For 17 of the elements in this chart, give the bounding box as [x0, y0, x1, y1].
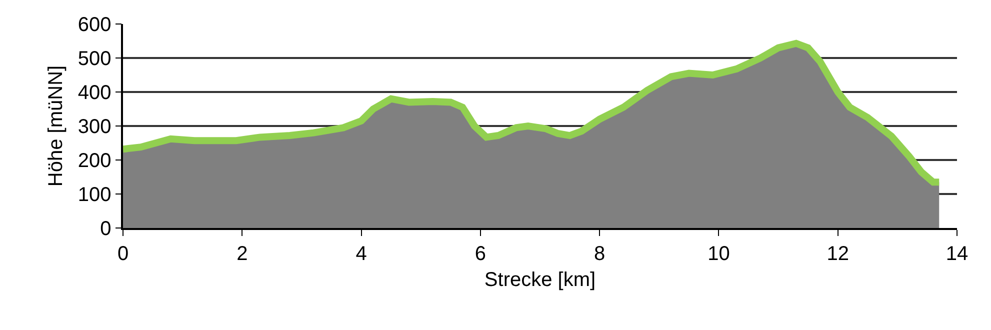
x-tick-label: 6: [474, 242, 486, 265]
x-tick-label: 12: [826, 242, 849, 265]
x-tick-label: 8: [594, 242, 606, 265]
y-tick-label: 400: [78, 82, 112, 104]
x-tick-label: 14: [946, 242, 968, 265]
y-tick-label: 600: [78, 14, 112, 36]
y-tick-label: 100: [78, 184, 112, 206]
y-tick-label: 200: [78, 150, 112, 172]
x-tick-label: 10: [708, 242, 730, 265]
y-tick-label: 500: [78, 48, 112, 70]
x-tick-label: 4: [356, 242, 367, 265]
y-tick-label: 0: [100, 218, 112, 240]
x-tick-label: 2: [236, 242, 248, 265]
x-tick-label: 0: [117, 242, 129, 265]
y-tick-label: 300: [78, 116, 112, 138]
x-axis-title: Strecke [km]: [484, 268, 596, 291]
y-axis-title: Höhe [müNN]: [44, 65, 67, 187]
